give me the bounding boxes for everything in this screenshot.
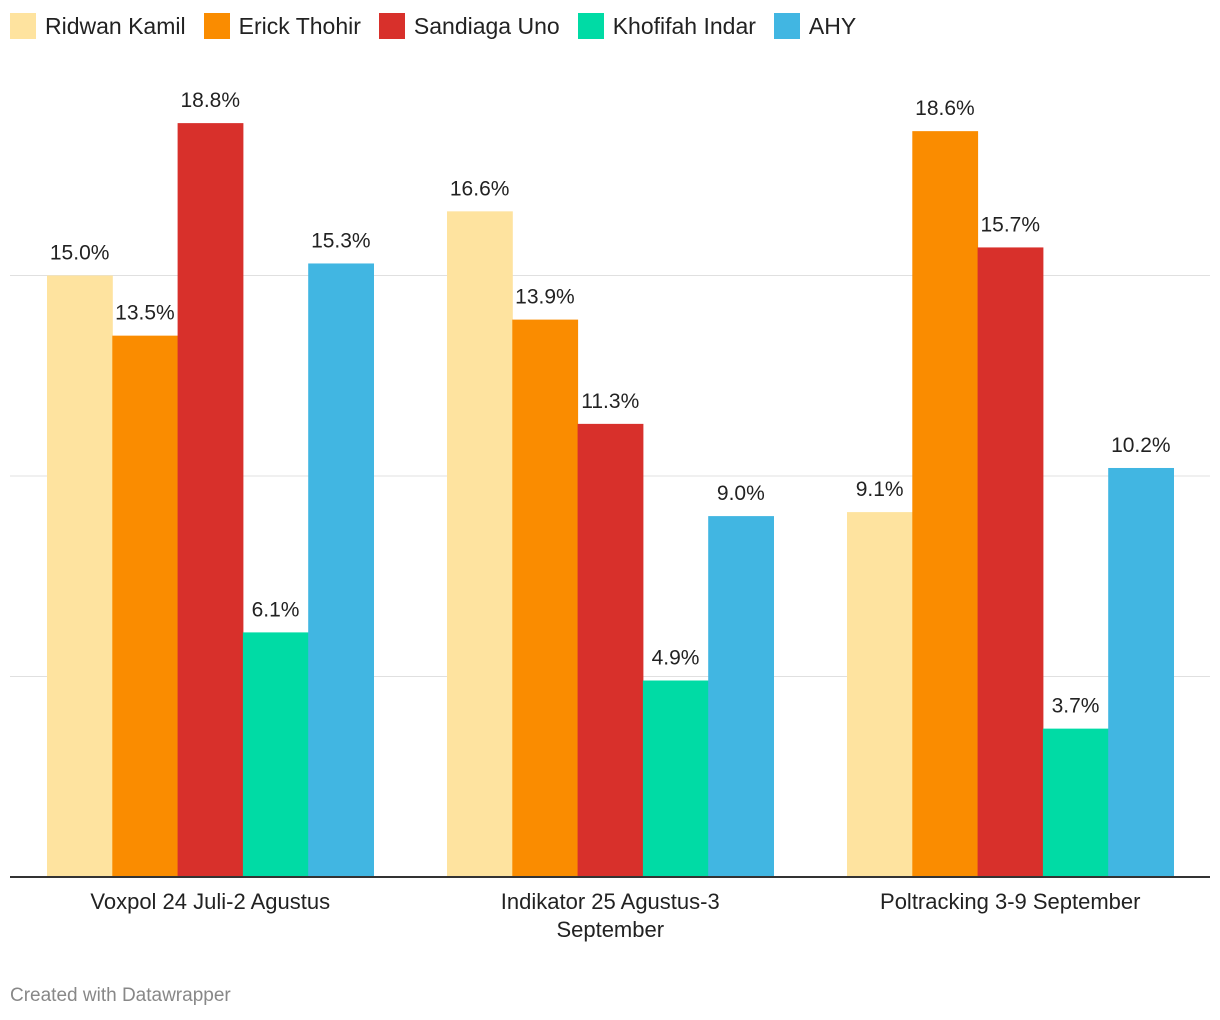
legend-label: Erick Thohir <box>238 12 361 39</box>
bar <box>708 516 774 877</box>
bar <box>912 131 979 877</box>
bar <box>577 423 644 877</box>
bar <box>47 275 113 877</box>
credit-text: Created with Datawrapper <box>10 985 231 1006</box>
data-label: 9.0% <box>717 482 765 505</box>
x-tick-label: September <box>556 917 664 942</box>
bar <box>447 211 513 878</box>
legend-label: Sandiaga Uno <box>413 12 560 39</box>
data-label: 10.2% <box>1111 434 1171 457</box>
legend-item: AHY <box>773 12 857 40</box>
data-label: 6.1% <box>252 598 300 621</box>
legend-label: Khofifah Indar <box>612 12 756 39</box>
x-tick-label: Poltracking 3-9 September <box>880 889 1140 914</box>
data-label: 11.3% <box>581 390 639 413</box>
chart-legend: Ridwan Kamil Erick Thohir Sandiaga Uno Khof… <box>10 10 874 42</box>
data-label: 15.3% <box>311 229 371 252</box>
legend-label: AHY <box>808 12 857 39</box>
data-label: 15.7% <box>980 213 1040 236</box>
legend-item: Erick Thohir <box>203 12 361 40</box>
legend-item: Ridwan Kamil <box>10 13 186 40</box>
legend-swatch <box>378 13 405 39</box>
data-label: 13.5% <box>115 302 175 325</box>
data-label: 18.6% <box>915 97 975 120</box>
bar <box>642 680 709 877</box>
bar <box>1042 728 1109 877</box>
data-label: 9.1% <box>856 478 904 501</box>
bar <box>977 247 1044 877</box>
data-label: 4.9% <box>652 647 700 670</box>
bar <box>512 319 579 877</box>
bar <box>177 123 244 878</box>
legend-label: Ridwan Kamil <box>45 12 186 39</box>
legend-item: Sandiaga Uno <box>378 12 560 40</box>
x-tick-label: Voxpol 24 Juli-2 Agustus <box>90 889 330 914</box>
bar <box>112 335 179 877</box>
data-label: 16.6% <box>450 177 510 200</box>
bar <box>1108 467 1174 877</box>
legend-swatch <box>10 13 36 39</box>
bar-chart: 15.0% 16.6% 9.1% 13.5% 13.9% 18.6% 18.8% 11.3% 1… <box>10 89 1210 942</box>
data-label: 13.9% <box>515 286 575 309</box>
legend-swatch <box>203 13 230 39</box>
bar <box>242 632 309 877</box>
x-tick-label: Indikator 25 Agustus-3 <box>501 889 720 914</box>
data-label: 18.8% <box>180 89 240 112</box>
bar <box>847 512 913 877</box>
data-label: 3.7% <box>1052 695 1100 718</box>
legend-item: Khofifah Indar <box>577 12 756 40</box>
legend-swatch <box>577 13 604 39</box>
bar <box>308 263 374 878</box>
data-label: 15.0% <box>50 242 110 265</box>
legend-swatch <box>773 13 800 39</box>
